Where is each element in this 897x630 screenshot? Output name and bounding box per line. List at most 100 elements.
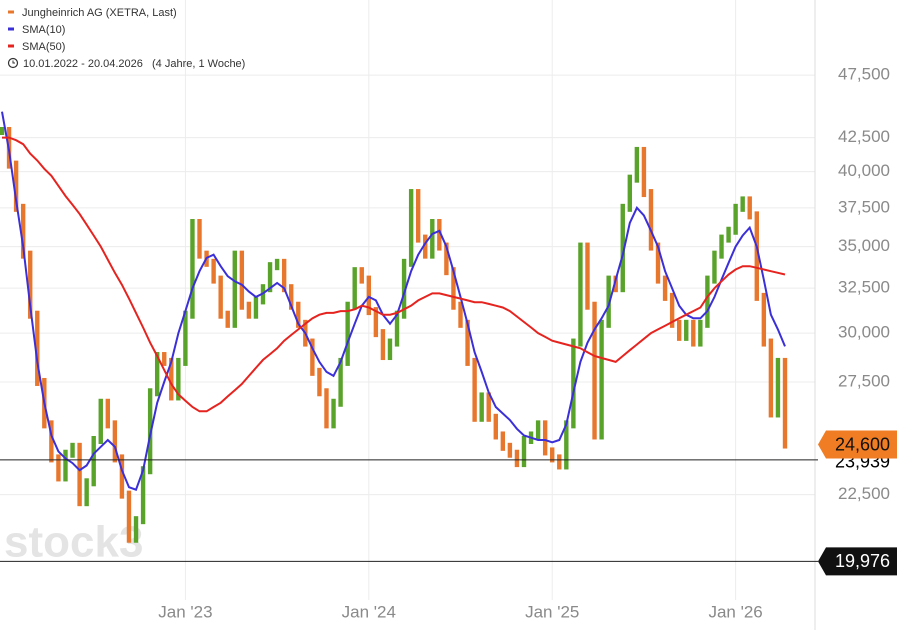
price-bar: [70, 442, 75, 458]
level-label: 24,600: [835, 434, 890, 454]
price-bar: [331, 398, 336, 429]
x-tick-label: Jan '24: [342, 602, 396, 621]
date-range: 10.01.2022 - 20.04.2026 (4 Jahre, 1 Woch…: [7, 57, 245, 70]
legend-label: Jungheinrich AG (XETRA, Last): [22, 7, 177, 19]
legend-label: SMA(50): [22, 41, 65, 53]
price-bar: [35, 310, 40, 386]
y-tick-label: 30,000: [838, 323, 890, 342]
price-bar: [599, 319, 604, 440]
y-tick-label: 22,500: [838, 484, 890, 503]
price-bar: [507, 442, 513, 458]
price-bar: [267, 262, 273, 293]
price-bar: [733, 203, 738, 235]
y-tick-label: 37,500: [838, 197, 890, 216]
price-bar: [782, 357, 788, 449]
price-bar: [63, 449, 68, 482]
price-bar: [211, 258, 216, 284]
price-bar: [648, 189, 654, 251]
price-bar: [740, 196, 745, 212]
price-bar: [190, 219, 195, 319]
price-bar: [578, 242, 583, 347]
price-bar: [84, 478, 89, 507]
price-bar: [408, 189, 414, 267]
price-bar: [712, 250, 717, 284]
y-tick-label: 32,500: [838, 278, 890, 297]
date-range-text: 10.01.2022 - 20.04.2026: [23, 58, 143, 70]
price-bar: [296, 301, 301, 328]
price-bar: [56, 454, 61, 482]
price-bar: [338, 357, 343, 407]
legend: Jungheinrich AG (XETRA, Last) SMA(10) SMA(…: [8, 7, 177, 53]
price-bar: [218, 275, 223, 319]
x-tick-label: Jan '23: [158, 602, 212, 621]
price-bar: [620, 203, 625, 293]
level-label: 19,976: [835, 551, 890, 571]
price-bar: [669, 292, 675, 328]
price-bar: [430, 219, 435, 259]
price-bar: [514, 449, 520, 468]
price-bar: [77, 442, 82, 507]
price-bar: [634, 146, 640, 183]
price-bar: [691, 319, 696, 347]
price-bar: [458, 301, 463, 328]
price-bar: [479, 392, 484, 422]
price-bar: [486, 392, 491, 422]
period-text: (4 Jahre, 1 Woche): [152, 58, 245, 70]
price-bar: [20, 203, 26, 259]
x-tick-label: Jan '26: [708, 602, 762, 621]
clock-hand: [12, 60, 15, 64]
price-bar: [571, 338, 576, 429]
price-bar: [521, 435, 527, 468]
watermark: stock3: [4, 518, 143, 567]
price-bar: [246, 301, 252, 319]
price-bar: [274, 258, 280, 271]
price-bar: [281, 258, 287, 293]
price-bar: [698, 319, 703, 347]
price-bar: [197, 219, 202, 259]
price-bar: [112, 420, 118, 463]
price-bar: [535, 420, 541, 440]
price-bar: [557, 454, 562, 470]
price-bar: [162, 352, 167, 366]
legend-label: SMA(10): [22, 24, 65, 36]
y-tick-label: 42,500: [838, 127, 890, 146]
sma-line: [1, 111, 786, 491]
price-bar: [655, 242, 661, 284]
price-bar: [423, 234, 428, 259]
price-bar: [627, 174, 633, 212]
level-box: [818, 547, 897, 576]
price-bar: [775, 357, 781, 418]
sma-line: [2, 136, 786, 413]
price-bar: [225, 310, 230, 328]
price-bar: [401, 258, 407, 319]
price-bar: [176, 357, 181, 401]
price-bar: [726, 226, 731, 243]
price-bar: [415, 189, 421, 243]
price-bar: [345, 301, 350, 366]
price-bar: [500, 431, 506, 451]
price-bar: [387, 338, 393, 361]
price-bar: [239, 250, 245, 310]
price-bar: [324, 388, 329, 429]
price-bar: [352, 267, 357, 310]
price-bar: [154, 352, 160, 397]
price-bar: [754, 211, 759, 301]
plot: [0, 111, 788, 543]
price-bar: [126, 490, 132, 543]
price-bar: [119, 454, 125, 499]
price-bar: [253, 296, 259, 319]
price-bar: [91, 435, 96, 487]
price-bar: [28, 250, 33, 319]
price-bar: [289, 284, 294, 310]
price-bar: [641, 146, 647, 198]
y-tick-label: 35,000: [838, 236, 890, 255]
y-tick-label: 47,500: [838, 65, 890, 84]
price-bar: [585, 242, 590, 310]
price-bar: [705, 275, 710, 328]
price-bar: [317, 367, 322, 397]
price-bar: [437, 219, 442, 251]
price-bar: [662, 275, 668, 301]
price-bar: [550, 447, 555, 463]
